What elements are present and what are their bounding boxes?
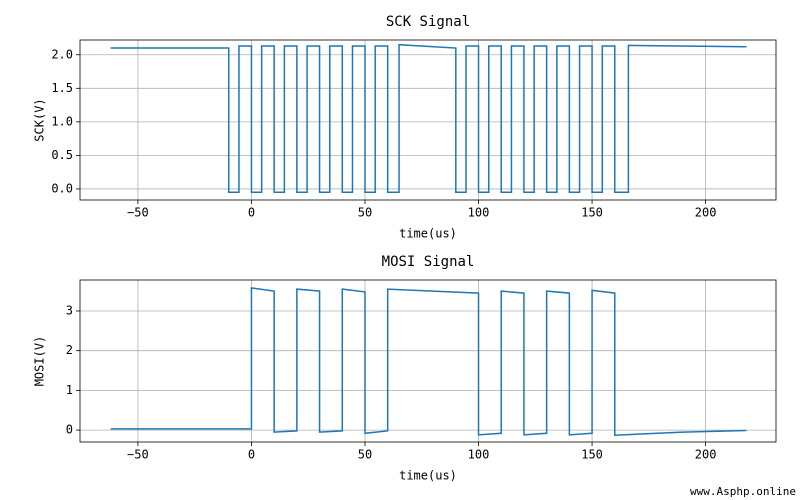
x-axis-label: time(us) (399, 469, 457, 483)
x-tick-label: −50 (127, 448, 149, 462)
y-tick-label: 0 (66, 423, 73, 437)
signal-line (110, 43, 747, 194)
y-tick-label: 2.0 (51, 47, 73, 61)
x-tick-label: 100 (468, 206, 490, 220)
plot-frame (79, 39, 777, 201)
y-tick-label: 1.5 (51, 81, 73, 95)
y-tick-label: 1 (66, 383, 73, 397)
x-tick-label: −50 (127, 206, 149, 220)
signal-line (110, 287, 747, 437)
x-tick-label: 200 (695, 448, 717, 462)
x-tick-label: 50 (358, 448, 372, 462)
plot-frame (79, 279, 777, 443)
chart-title: MOSI Signal (382, 254, 475, 270)
y-tick-label: 3 (66, 303, 73, 317)
x-tick-label: 100 (468, 448, 490, 462)
x-axis-label: time(us) (399, 227, 457, 241)
watermark: www.Asphp.online (690, 485, 796, 498)
y-tick-label: 2 (66, 343, 73, 357)
x-tick-label: 50 (358, 206, 372, 220)
y-axis-label: MOSI(V) (33, 336, 47, 387)
y-axis-label: SCK(V) (33, 98, 47, 141)
y-tick-label: 0.5 (51, 148, 73, 162)
x-tick-label: 150 (581, 448, 603, 462)
chart-title: SCK Signal (386, 14, 470, 30)
x-tick-label: 200 (695, 206, 717, 220)
x-tick-label: 0 (248, 206, 255, 220)
x-tick-label: 150 (581, 206, 603, 220)
y-tick-label: 0.0 (51, 181, 73, 195)
y-tick-label: 1.0 (51, 114, 73, 128)
x-tick-label: 0 (248, 448, 255, 462)
